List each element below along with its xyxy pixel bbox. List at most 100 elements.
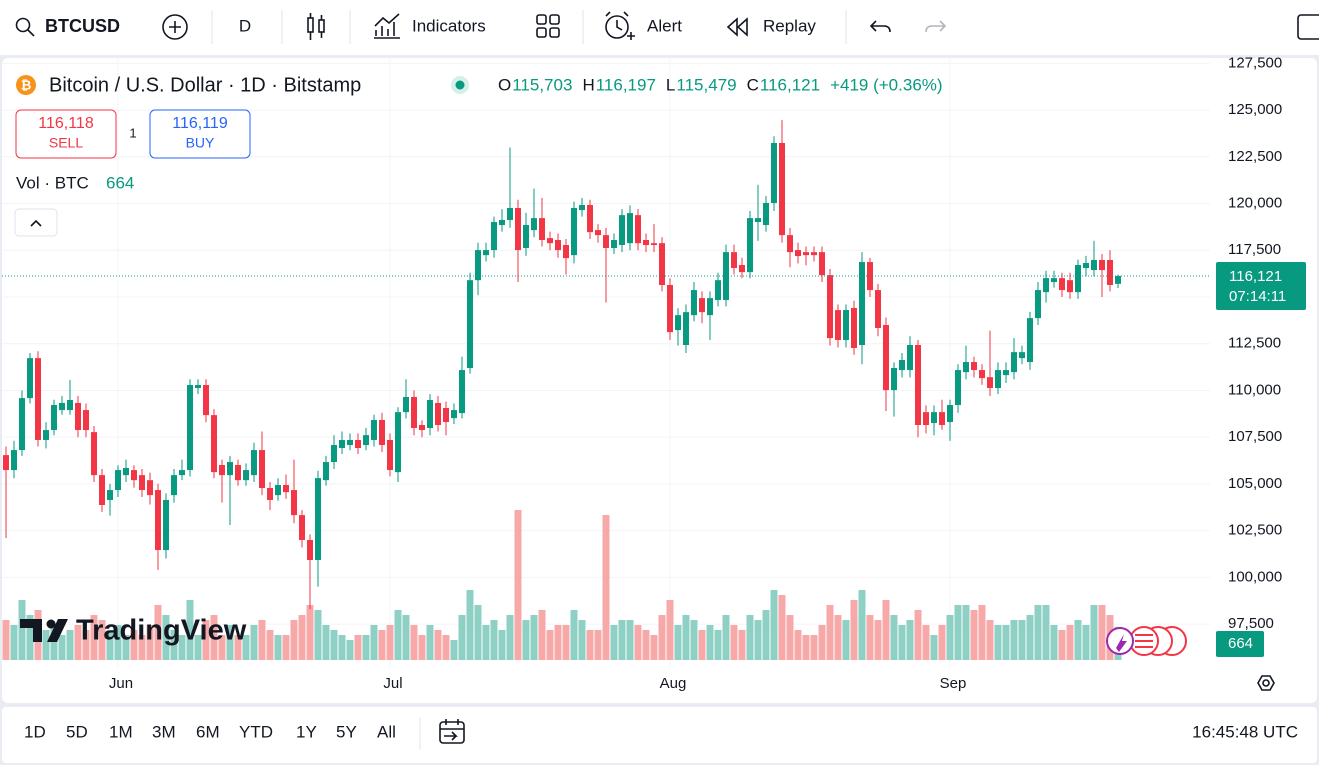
replay-icon[interactable] [726, 17, 748, 37]
x-tick-label: Jun [109, 675, 133, 692]
range-button[interactable]: 6M [196, 722, 220, 741]
volume-bar [330, 630, 338, 660]
collapse-button[interactable] [14, 208, 58, 237]
y-tick-label: 102,500 [1228, 522, 1282, 539]
candle-body [659, 243, 665, 286]
date-range-icon[interactable] [439, 719, 465, 744]
candle-body [963, 362, 969, 373]
candle-body [155, 490, 161, 551]
candle-body [899, 359, 905, 371]
ohlc-value: 115,703 [512, 75, 572, 94]
candle-body [379, 419, 385, 446]
undo[interactable] [869, 20, 891, 33]
range-button[interactable]: YTD [239, 722, 273, 741]
volume-bar [1066, 625, 1074, 660]
y-tick-label: 117,500 [1228, 241, 1281, 258]
candle-body [83, 410, 89, 431]
candle-body [995, 370, 1001, 389]
candle-body [107, 490, 113, 500]
fullscreen[interactable] [1297, 14, 1319, 40]
candle-body [1035, 290, 1041, 319]
candle-body [1091, 259, 1097, 271]
range-button[interactable]: 5Y [336, 722, 357, 741]
volume-bar [658, 615, 666, 660]
y-tick-label: 100,000 [1228, 568, 1282, 585]
candle-body [539, 218, 545, 240]
volume-bar [154, 605, 162, 660]
candle-body [787, 235, 793, 253]
volume-bar [386, 625, 394, 660]
sell-button[interactable] [15, 109, 117, 159]
volume-bar [930, 635, 938, 660]
candle-body [435, 402, 441, 426]
volume-bar [202, 620, 210, 660]
candle-body [251, 450, 257, 476]
volume-bar [906, 620, 914, 660]
volume-bar [122, 635, 130, 660]
volume-bar [962, 605, 970, 660]
candle-body [171, 475, 177, 496]
candle-body [1059, 278, 1065, 291]
candle-body [219, 465, 225, 476]
redo[interactable] [925, 20, 947, 33]
candle-body [59, 402, 65, 411]
buy-button[interactable] [149, 109, 251, 159]
range-button[interactable]: All [377, 722, 396, 741]
volume-bar [938, 625, 946, 660]
volume-bar [730, 625, 738, 660]
volume-bar [570, 610, 578, 660]
layout-icon[interactable] [536, 14, 560, 38]
settings[interactable] [1257, 675, 1275, 691]
volume-bar [362, 635, 370, 660]
range-button[interactable]: 3M [152, 722, 176, 741]
range-button[interactable]: 5D [66, 722, 88, 741]
logo-text: TradingView [76, 615, 247, 647]
search-icon[interactable] [15, 17, 31, 33]
candle-body [915, 345, 921, 426]
volume-bar [74, 625, 82, 660]
candle-body [43, 430, 49, 440]
y-tick-label: 120,000 [1228, 195, 1282, 212]
candle-body [3, 455, 9, 471]
volume-bar [434, 630, 442, 660]
volume-bar [58, 635, 66, 660]
volume-bar [346, 640, 354, 660]
candle-body [1115, 276, 1121, 284]
x-tick-label: Sep [940, 675, 967, 692]
volume-bar [370, 625, 378, 660]
chart-type-icon[interactable] [307, 13, 325, 40]
candle-body [1003, 370, 1009, 376]
candle-body [563, 245, 569, 259]
volume-bar [602, 515, 610, 660]
candle-body [595, 230, 601, 236]
range-button[interactable]: 1D [24, 722, 46, 741]
chart-panel [2, 58, 1317, 703]
replay-button[interactable]: Replay [763, 16, 816, 35]
candle-body [747, 218, 753, 273]
volume-bar [514, 510, 522, 660]
indicators-button[interactable]: Indicators [412, 16, 486, 35]
interval[interactable]: D [239, 16, 251, 35]
ohlc-legend: O 115,703 H 116,197 L 115,479 C 116,121 +419 (+0… [498, 75, 943, 94]
candle-body [555, 239, 561, 251]
candle-body [1075, 265, 1081, 293]
volume-bar [490, 620, 498, 660]
candle-body [147, 480, 153, 496]
candle-body [891, 368, 897, 391]
add-symbol[interactable] [162, 14, 188, 40]
last-price-label: 116,121 [1229, 268, 1282, 285]
candle-body [707, 298, 713, 316]
alert-button[interactable]: Alert [647, 16, 682, 35]
range-button[interactable]: 1Y [296, 722, 317, 741]
ohlc-key: C [747, 75, 759, 94]
indicators-icon[interactable] [374, 13, 400, 39]
range-button[interactable]: 1M [109, 722, 133, 741]
volume-bar [1002, 625, 1010, 660]
candle-body [715, 280, 721, 300]
event-icons[interactable] [1106, 626, 1187, 656]
volume-bar [226, 625, 234, 660]
toolbar-bg [0, 0, 1319, 55]
symbol[interactable]: BTCUSD [45, 16, 120, 36]
alert-icon[interactable] [605, 15, 629, 39]
volume-bar [794, 630, 802, 660]
